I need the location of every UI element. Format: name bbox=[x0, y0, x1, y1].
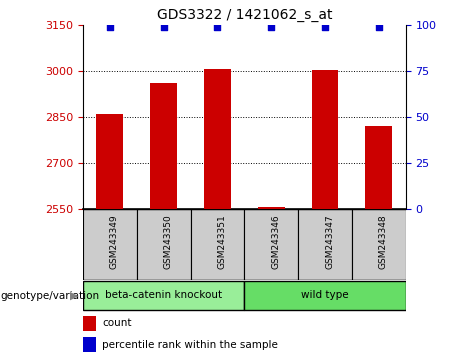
Text: GSM243346: GSM243346 bbox=[271, 215, 280, 269]
Bar bbox=[298, 209, 352, 280]
Text: percentile rank within the sample: percentile rank within the sample bbox=[102, 339, 278, 350]
Text: ▶: ▶ bbox=[70, 291, 78, 301]
Bar bbox=[258, 207, 284, 209]
Bar bbox=[190, 209, 244, 280]
Title: GDS3322 / 1421062_s_at: GDS3322 / 1421062_s_at bbox=[157, 8, 332, 22]
Text: wild type: wild type bbox=[301, 290, 349, 300]
Bar bbox=[137, 209, 190, 280]
Text: GSM243348: GSM243348 bbox=[379, 215, 388, 269]
Point bbox=[106, 24, 113, 29]
Bar bbox=[244, 281, 406, 310]
Bar bbox=[352, 209, 406, 280]
Bar bbox=[83, 209, 137, 280]
Bar bbox=[150, 83, 177, 209]
Text: GSM243351: GSM243351 bbox=[218, 215, 226, 269]
Text: GSM243350: GSM243350 bbox=[164, 215, 173, 269]
Text: beta-catenin knockout: beta-catenin knockout bbox=[105, 290, 222, 300]
Point bbox=[321, 24, 329, 29]
Point bbox=[214, 24, 221, 29]
Bar bbox=[312, 70, 338, 209]
Point bbox=[160, 24, 167, 29]
Bar bbox=[96, 114, 123, 209]
Bar bbox=[365, 126, 392, 209]
Bar bbox=[204, 69, 231, 209]
Bar bbox=[83, 316, 96, 331]
Text: GSM243347: GSM243347 bbox=[325, 215, 334, 269]
Bar bbox=[83, 281, 244, 310]
Text: count: count bbox=[102, 318, 132, 329]
Point bbox=[375, 24, 383, 29]
Bar bbox=[83, 337, 96, 352]
Point bbox=[267, 24, 275, 29]
Bar bbox=[244, 209, 298, 280]
Text: GSM243349: GSM243349 bbox=[110, 215, 119, 269]
Text: genotype/variation: genotype/variation bbox=[0, 291, 99, 301]
